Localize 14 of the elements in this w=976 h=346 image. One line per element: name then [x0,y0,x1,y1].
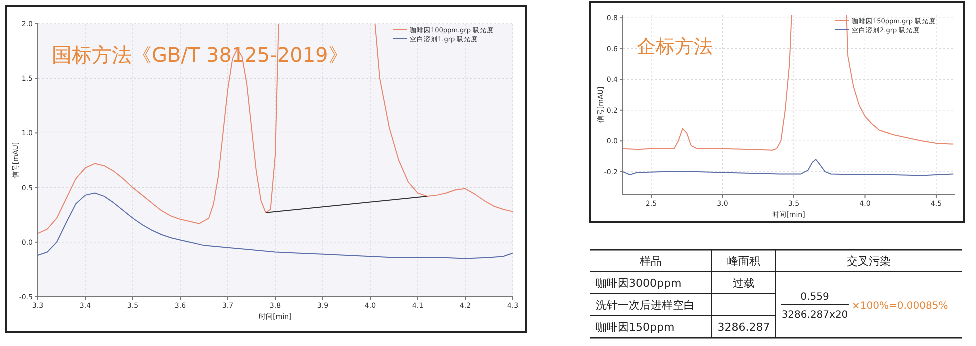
text: 0.559 [800,292,830,303]
annotation: 企标方法 [637,36,713,58]
text: 过载 [733,277,755,290]
text: 峰面积 [728,255,760,268]
text: 洗针一次后进样空白 [596,299,695,312]
text: 咖啡因150ppm [596,321,675,334]
text: ×100%=0.00085% [852,301,948,312]
line-series [622,159,954,176]
text: 咖啡因3000ppm [596,277,682,290]
text: 3286.287x20 [782,310,848,321]
text: 样品 [640,255,662,268]
text: 交叉污染 [847,255,891,268]
line-series [38,192,514,260]
text: 3286.287 [718,321,770,334]
